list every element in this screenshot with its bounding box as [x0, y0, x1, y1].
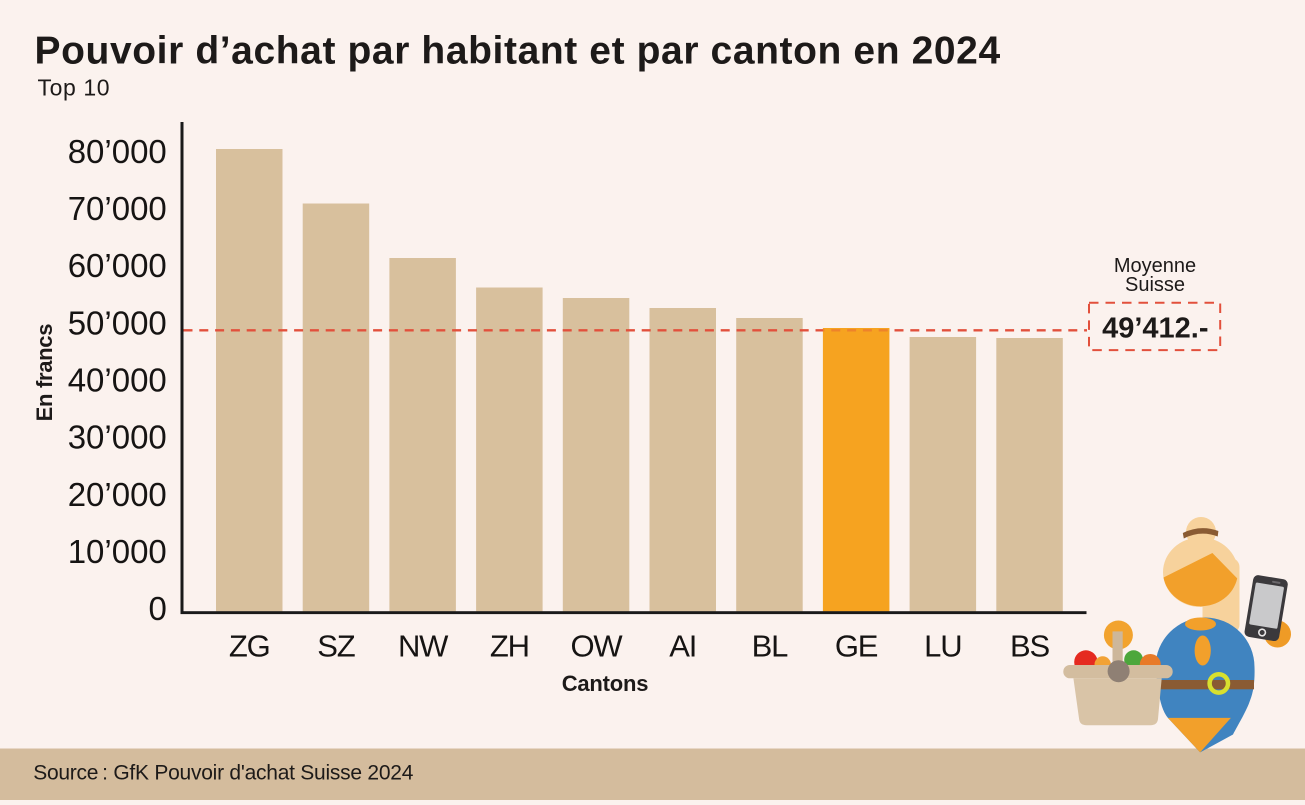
svg-text:En francs: En francs — [32, 324, 57, 422]
svg-text:50’000: 50’000 — [68, 304, 167, 341]
svg-text:20’000: 20’000 — [68, 476, 167, 513]
svg-text:SZ: SZ — [317, 629, 354, 664]
svg-text:ZH: ZH — [490, 629, 529, 664]
svg-text:Top 10: Top 10 — [38, 75, 111, 101]
svg-text:10’000: 10’000 — [68, 533, 167, 570]
svg-text:BS: BS — [1010, 629, 1049, 664]
svg-text:AI: AI — [669, 629, 696, 664]
svg-text:OW: OW — [571, 629, 624, 664]
svg-text:Cantons: Cantons — [562, 671, 649, 696]
svg-text:LU: LU — [924, 629, 961, 664]
svg-text:70’000: 70’000 — [68, 190, 167, 227]
svg-text:0: 0 — [148, 590, 166, 627]
svg-text:NW: NW — [398, 629, 449, 664]
svg-text:40’000: 40’000 — [68, 362, 167, 399]
svg-text:Source : GfK Pouvoir d'achat S: Source : GfK Pouvoir d'achat Suisse 2024 — [33, 762, 414, 785]
svg-text:Suisse: Suisse — [1125, 274, 1185, 296]
svg-text:GE: GE — [835, 629, 878, 664]
svg-text:60’000: 60’000 — [68, 247, 167, 284]
svg-text:80’000: 80’000 — [68, 133, 167, 170]
svg-text:Pouvoir d’achat par habitant e: Pouvoir d’achat par habitant et par cant… — [35, 30, 1001, 73]
svg-text:Moyenne: Moyenne — [1114, 255, 1196, 277]
svg-text:49’412.-: 49’412.- — [1102, 312, 1208, 344]
svg-text:ZG: ZG — [229, 629, 270, 664]
svg-text:30’000: 30’000 — [68, 419, 167, 456]
svg-text:BL: BL — [752, 629, 788, 664]
